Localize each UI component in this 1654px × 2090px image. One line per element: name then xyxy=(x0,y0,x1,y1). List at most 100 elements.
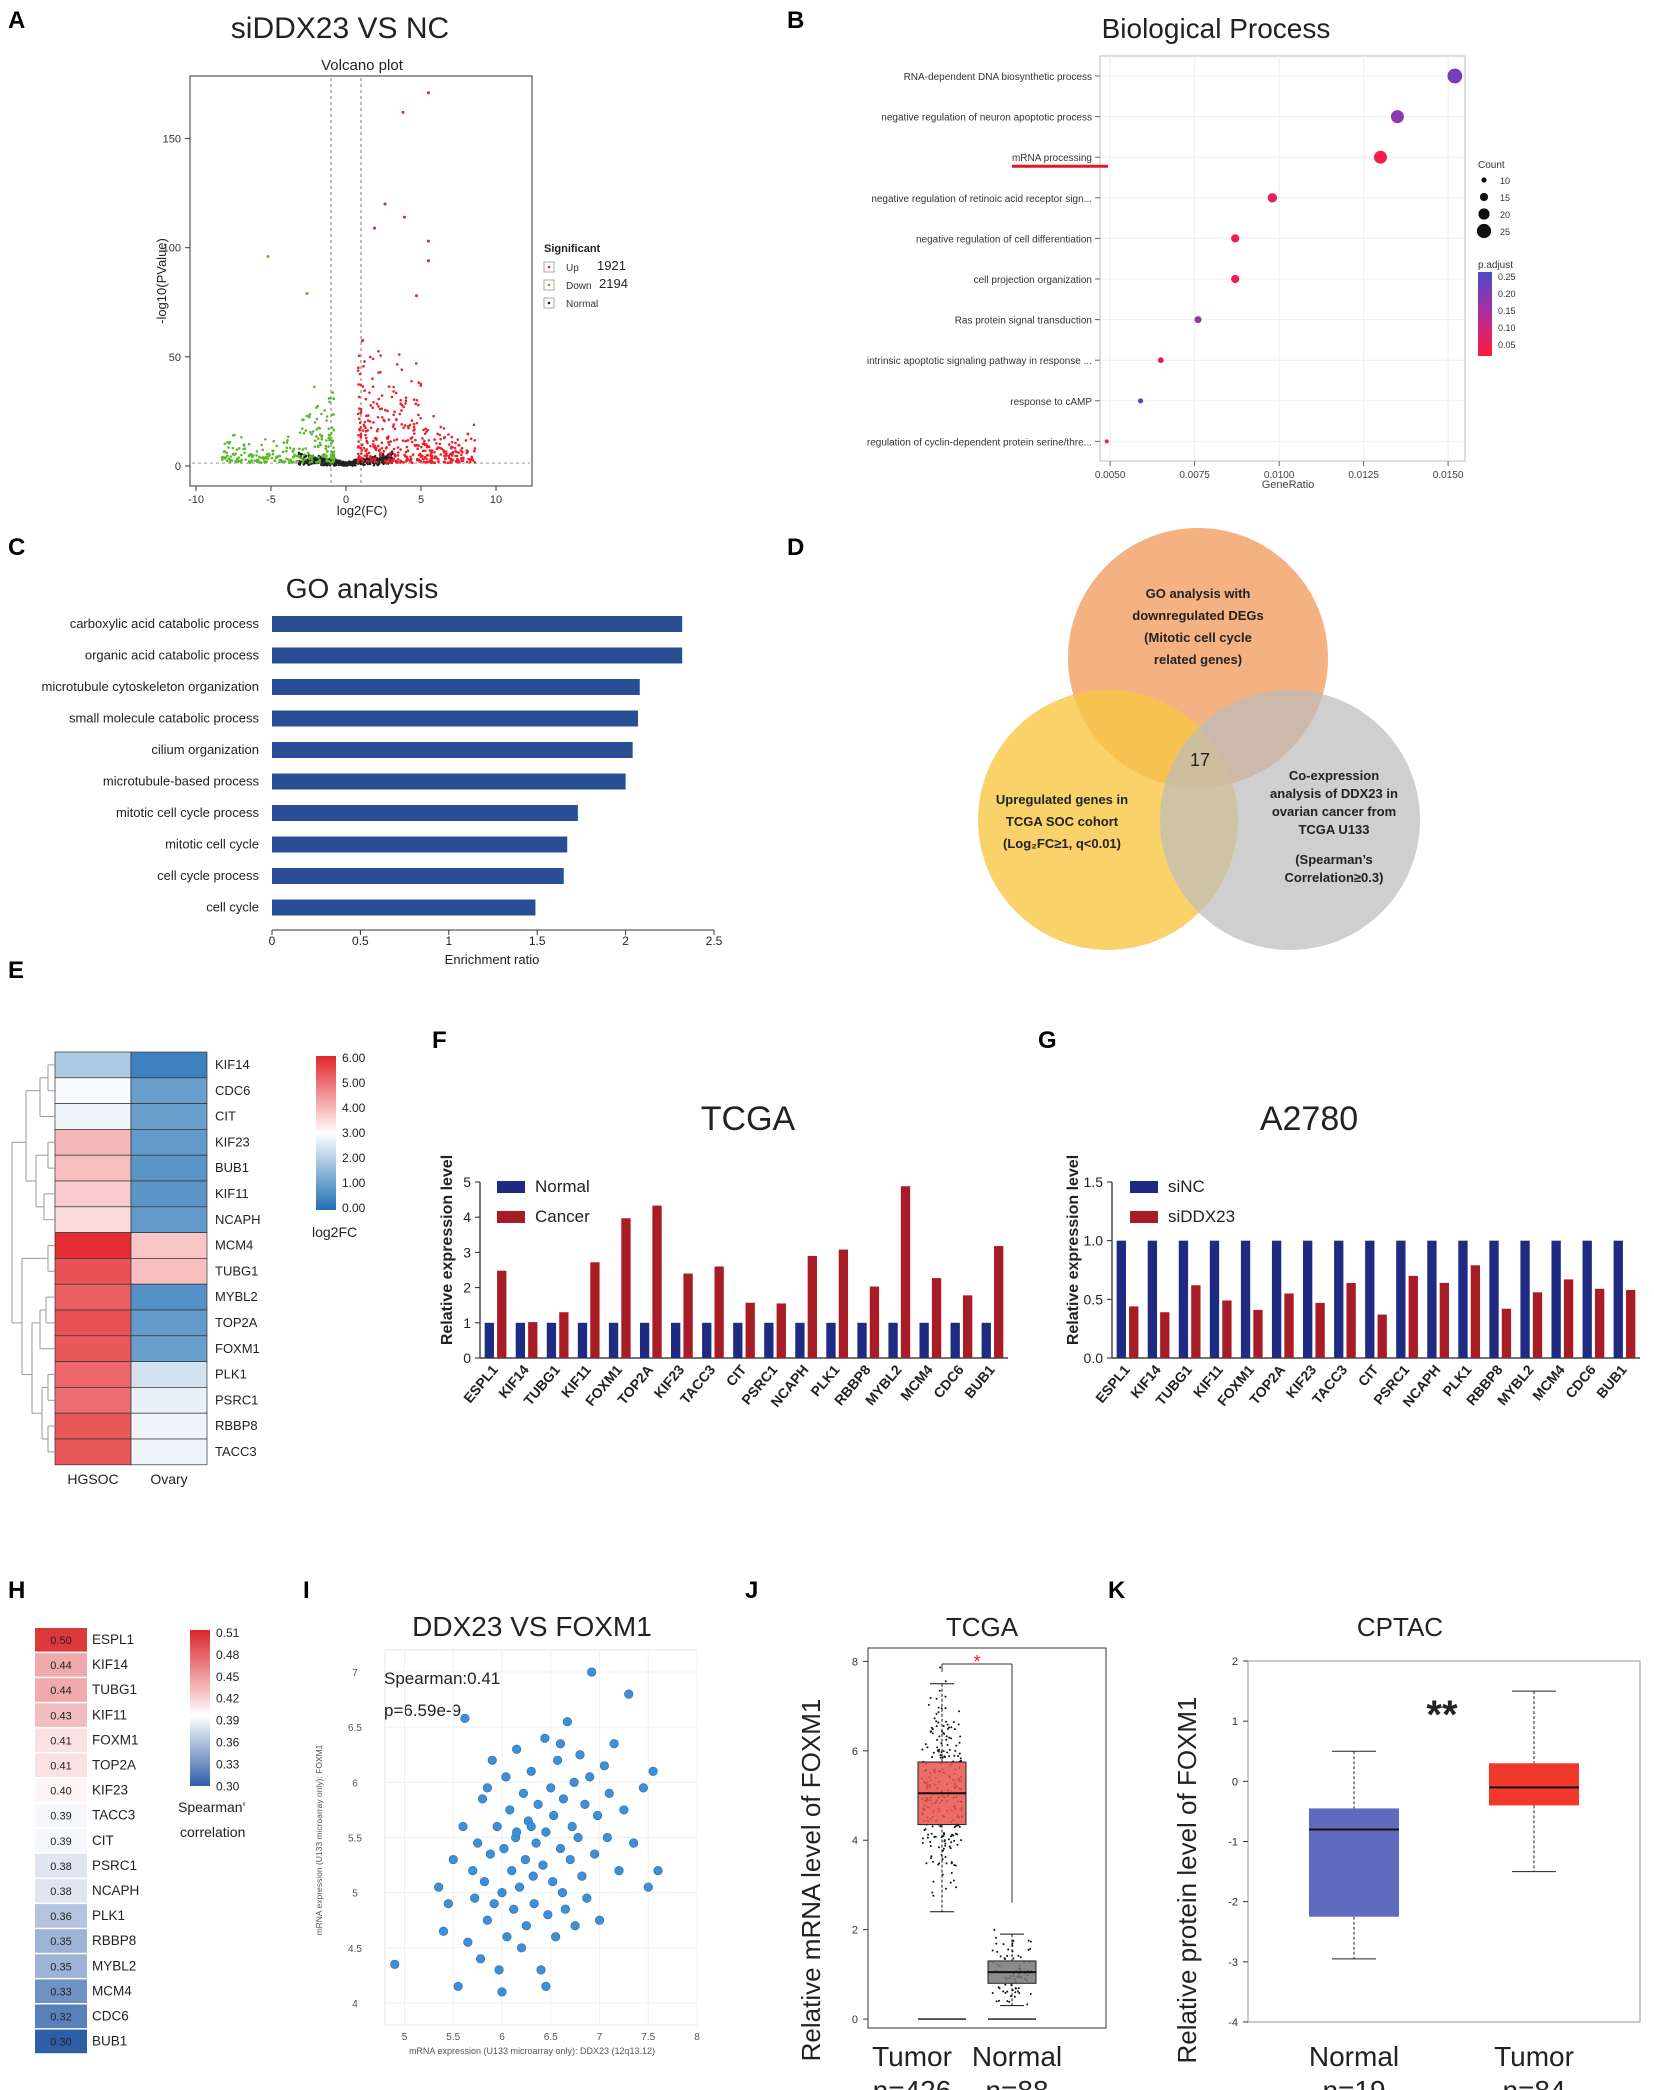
volcano-point-up xyxy=(388,451,392,455)
tcga-box-jitter-point xyxy=(950,1835,953,1838)
a2780-bar-siddx23 xyxy=(1626,1289,1636,1358)
scatter-point xyxy=(521,1921,531,1931)
cptac-title: CPTAC xyxy=(1357,1612,1443,1642)
volcano-point-down xyxy=(242,447,245,451)
volcano-point-up xyxy=(392,439,396,442)
volcano-point-down xyxy=(282,441,286,444)
volcano-point-up xyxy=(398,353,401,356)
volcano-point-down xyxy=(332,455,336,459)
volcano-point-down xyxy=(233,433,236,437)
log2fc-row-label: PSRC1 xyxy=(215,1392,258,1407)
go-bar xyxy=(272,836,568,853)
tcga-box-jitter-point xyxy=(993,1928,996,1931)
a2780-bar-sinc xyxy=(1271,1240,1282,1358)
tcga-box-jitter-point xyxy=(1029,1940,1032,1943)
scatter-point xyxy=(540,1733,550,1743)
volcano-point-normal xyxy=(313,462,316,465)
scatter-ytick-label: 5 xyxy=(352,1889,358,1900)
volcano-point-down xyxy=(237,456,240,459)
tcga-box-jitter-point xyxy=(935,1712,938,1715)
bp-count-legend-dot xyxy=(1478,208,1490,220)
log2fc-colorbar-tick: 4.00 xyxy=(342,1101,366,1115)
cptac-ytick-label: 0 xyxy=(1232,1776,1238,1788)
a2780-bar-sinc xyxy=(1427,1240,1437,1358)
scatter-point xyxy=(560,1904,570,1914)
volcano-point-up xyxy=(375,438,378,441)
venn-tcga-text: (Log₂FC≥1, q<0.01) xyxy=(1003,836,1121,851)
tcga-box-jitter-point xyxy=(1017,1954,1020,1957)
tcga-box-jitter-point xyxy=(958,1741,961,1744)
volcano-ytick-label: 100 xyxy=(163,243,181,255)
volcano-point-up xyxy=(359,383,363,387)
tcga-box-jitter-point xyxy=(1006,1955,1009,1958)
volcano-point-down xyxy=(308,461,311,464)
a2780-bar-sinc xyxy=(1582,1240,1592,1358)
volcano-point-up xyxy=(371,406,374,409)
tcga-box-frame xyxy=(867,1647,1107,2029)
bp-count-legend-label: 25 xyxy=(1500,227,1510,237)
spearman-row-label: FOXM1 xyxy=(92,1732,139,1747)
tcga-box-jitter-point xyxy=(944,1855,947,1858)
volcano-point-down xyxy=(327,397,331,400)
volcano-point-up xyxy=(398,461,402,464)
venn-tcga-text: Upregulated genes in xyxy=(996,792,1128,807)
volcano-point-up xyxy=(473,461,476,464)
tcga-box-jitter-point xyxy=(936,1738,939,1741)
tcga-box-jitter-point xyxy=(935,1720,938,1723)
tcga-box-jitter-point xyxy=(1007,1948,1010,1951)
scatter-ytick-label: 6.5 xyxy=(348,1723,362,1734)
go-category-label: cilium organization xyxy=(151,742,259,757)
volcano-point-up xyxy=(363,420,367,424)
volcano-xtick-label: 0 xyxy=(343,494,349,506)
cptac-n-label: n=84 xyxy=(1502,2075,1565,2090)
volcano-point-down xyxy=(226,454,229,458)
volcano-point-normal xyxy=(354,464,357,467)
spearman-cell xyxy=(35,1904,87,1928)
go-category-label: cell cycle xyxy=(206,900,259,915)
tcga-box-jitter-point xyxy=(945,1887,948,1890)
volcano-point-up xyxy=(357,366,360,370)
volcano-point-down xyxy=(329,436,333,440)
tcga-foxm1-boxplot: TCGA Relative mRNA level of FOXM1 0 2 4 6 8 T… xyxy=(796,1612,1107,2090)
tcga-box-jitter-point xyxy=(948,1845,951,1848)
volcano-point-down xyxy=(223,450,227,453)
volcano-point-down xyxy=(273,459,277,462)
panel-letter-d: D xyxy=(787,534,804,561)
cptac-box xyxy=(1309,1808,1399,1917)
volcano-point-down xyxy=(310,460,314,463)
volcano-point-up xyxy=(400,368,404,371)
volcano-point-down xyxy=(296,459,300,463)
bp-category-label: negative regulation of neuron apoptotic … xyxy=(881,113,1092,124)
volcano-plot: siDDX23 VS NC Volcano plot log2(FC) -log… xyxy=(154,12,628,518)
a2780-bar-siddx23 xyxy=(1501,1308,1512,1358)
spearman-colorbar-tick: 0.39 xyxy=(216,1714,240,1728)
volcano-point-up xyxy=(396,446,400,449)
a2780-category-label: ESPL1 xyxy=(1092,1361,1133,1405)
volcano-point-down xyxy=(328,438,331,442)
volcano-point-normal xyxy=(347,460,350,464)
volcano-point-down xyxy=(223,442,227,446)
scatter-point xyxy=(468,1865,478,1876)
log2fc-heatmap-cell xyxy=(130,1361,208,1388)
tcga-box-jitter-point xyxy=(929,1730,932,1733)
volcano-point-up xyxy=(454,460,458,463)
go-category-label: mitotic cell cycle process xyxy=(116,805,260,820)
volcano-point-normal xyxy=(303,455,306,459)
bp-frame xyxy=(1099,55,1466,462)
a2780-legend-swatch xyxy=(1130,1181,1158,1193)
tcga-bar-normal xyxy=(639,1322,650,1358)
scatter-point xyxy=(434,1882,444,1892)
scatter-point xyxy=(558,1794,569,1804)
tcga-box-n-label: n=426 xyxy=(873,2075,952,2090)
tcga-box-jitter-point xyxy=(930,1832,933,1835)
volcano-point-up xyxy=(376,444,380,448)
tcga-box-jitter-point xyxy=(942,1750,945,1753)
tcga-box-jitter-point xyxy=(944,1842,947,1845)
volcano-point-up xyxy=(366,428,370,432)
bp-xtick-label: 0.0050 xyxy=(1095,470,1126,481)
venn-circle-tcga xyxy=(978,690,1238,950)
tcga-box-ytick-label: 0 xyxy=(852,2014,858,2026)
tcga-box-jitter-point xyxy=(1018,1992,1021,1995)
volcano-point-up xyxy=(453,446,457,450)
volcano-point-down xyxy=(315,461,319,464)
